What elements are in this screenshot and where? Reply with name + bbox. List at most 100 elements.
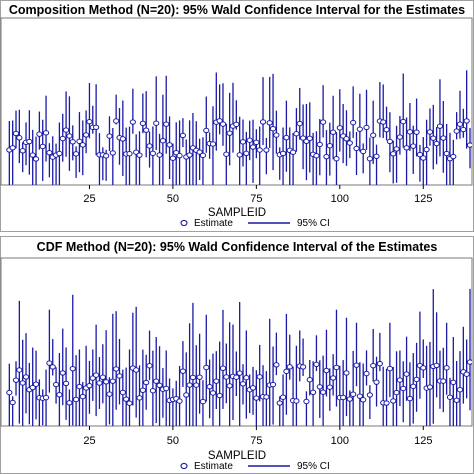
estimate-point bbox=[93, 372, 100, 378]
estimate-point bbox=[66, 400, 73, 406]
estimate-point bbox=[153, 378, 160, 384]
legend-estimate-label: Estimate bbox=[194, 218, 233, 229]
x-tick-label: 50 bbox=[167, 435, 179, 447]
estimate-point bbox=[356, 126, 363, 132]
estimate-point bbox=[133, 367, 140, 373]
x-tick-label: 125 bbox=[414, 193, 432, 205]
estimate-point bbox=[249, 144, 257, 150]
estimate-point bbox=[310, 389, 317, 395]
estimate-point bbox=[426, 384, 434, 390]
estimate-point bbox=[346, 140, 353, 146]
estimate-point bbox=[423, 146, 430, 153]
estimate-point bbox=[243, 375, 250, 381]
estimate-point bbox=[176, 152, 183, 159]
estimate-point bbox=[106, 133, 113, 139]
estimate-point bbox=[259, 119, 267, 125]
estimate-point bbox=[386, 138, 393, 145]
estimate-point bbox=[42, 394, 50, 401]
estimate-point bbox=[426, 129, 434, 135]
estimate-point bbox=[206, 383, 213, 390]
estimate-point bbox=[400, 118, 407, 125]
estimate-point bbox=[269, 126, 277, 132]
estimate-point bbox=[343, 136, 350, 142]
estimate-point bbox=[440, 135, 447, 141]
estimate-point bbox=[209, 141, 217, 147]
estimate-point bbox=[216, 392, 223, 399]
estimate-point bbox=[143, 379, 150, 386]
estimate-point bbox=[113, 366, 120, 372]
estimate-point bbox=[313, 361, 320, 368]
estimate-point bbox=[56, 150, 63, 157]
estimate-point bbox=[283, 134, 290, 141]
estimate-point bbox=[293, 398, 300, 404]
estimate-point bbox=[433, 140, 440, 147]
estimate-point bbox=[316, 384, 323, 390]
estimate-point bbox=[96, 380, 103, 386]
estimate-point bbox=[306, 377, 313, 383]
estimate-point bbox=[370, 132, 377, 138]
estimate-point bbox=[12, 130, 20, 137]
estimate-point bbox=[203, 127, 210, 134]
x-tick-label: 25 bbox=[83, 193, 95, 205]
estimate-point bbox=[453, 128, 460, 134]
estimate-point bbox=[246, 137, 253, 143]
estimate-point bbox=[46, 360, 53, 366]
estimate-point bbox=[323, 153, 330, 160]
estimate-point bbox=[430, 135, 437, 141]
estimate-point bbox=[203, 364, 210, 371]
estimate-point bbox=[333, 156, 340, 162]
estimate-point bbox=[32, 381, 40, 387]
estimate-point bbox=[376, 360, 383, 367]
estimate-point bbox=[416, 151, 424, 158]
estimate-point bbox=[406, 129, 414, 135]
estimate-point bbox=[420, 155, 427, 161]
estimate-point bbox=[463, 118, 470, 124]
estimate-point bbox=[146, 363, 153, 369]
estimate-point bbox=[69, 139, 76, 145]
estimate-point bbox=[136, 395, 143, 401]
estimate-point bbox=[86, 118, 93, 125]
estimate-point bbox=[463, 371, 470, 377]
estimate-point bbox=[69, 365, 76, 372]
estimate-point bbox=[320, 119, 327, 125]
estimate-point bbox=[333, 364, 340, 371]
estimate-point bbox=[256, 147, 263, 153]
estimate-point bbox=[343, 370, 350, 376]
estimate-point bbox=[443, 150, 450, 157]
estimate-point bbox=[163, 121, 170, 127]
estimate-point bbox=[253, 395, 260, 401]
estimate-point bbox=[186, 152, 193, 158]
estimate-point bbox=[363, 124, 370, 131]
legend-ci-label: 95% CI bbox=[297, 218, 330, 229]
x-tick-label: 100 bbox=[331, 193, 349, 205]
estimate-point bbox=[340, 394, 347, 401]
estimate-point bbox=[446, 394, 454, 400]
estimate-point bbox=[273, 132, 280, 138]
legend-estimate-label: Estimate bbox=[194, 461, 233, 472]
estimate-point bbox=[460, 126, 467, 133]
estimate-point bbox=[76, 138, 83, 145]
estimate-point bbox=[360, 397, 367, 403]
estimate-point bbox=[436, 123, 444, 129]
estimate-point bbox=[19, 148, 26, 154]
estimate-point bbox=[93, 124, 100, 131]
x-tick-label: 75 bbox=[250, 435, 262, 447]
estimate-point bbox=[383, 400, 390, 406]
estimate-point bbox=[330, 129, 337, 135]
estimate-point bbox=[286, 364, 293, 370]
estimate-point bbox=[49, 364, 56, 370]
estimate-point bbox=[113, 118, 120, 124]
estimate-point bbox=[316, 141, 323, 148]
estimate-point bbox=[32, 156, 40, 162]
estimate-point bbox=[22, 374, 30, 380]
estimate-point bbox=[353, 145, 360, 152]
estimate-point bbox=[456, 386, 464, 393]
legend: Estimate 95% CI bbox=[180, 218, 330, 229]
estimate-point bbox=[233, 121, 240, 128]
estimate-point bbox=[403, 145, 410, 151]
estimate-point bbox=[9, 399, 16, 406]
plot-area bbox=[0, 257, 473, 427]
estimate-point bbox=[273, 362, 280, 368]
estimate-point bbox=[26, 138, 33, 145]
